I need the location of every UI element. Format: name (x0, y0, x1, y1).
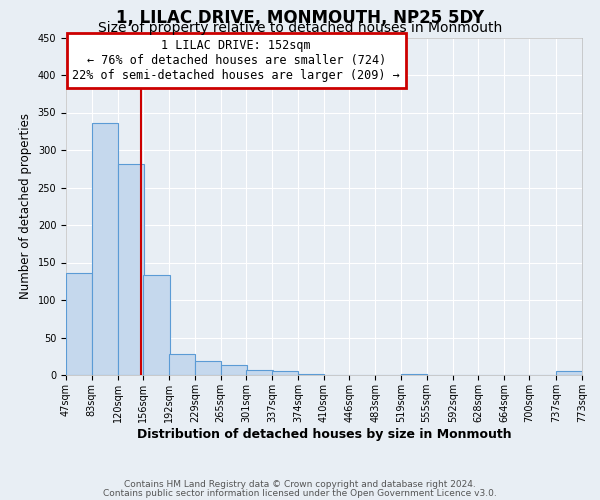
Bar (298, 374, 325, 375)
Bar (169, 354, 195, 375)
Bar (118, 164, 144, 375)
Bar (556, 371, 582, 375)
Text: Contains public sector information licensed under the Open Government Licence v3: Contains public sector information licen… (103, 488, 497, 498)
Bar (272, 371, 298, 375)
Bar (221, 365, 247, 375)
X-axis label: Distribution of detached houses by size in Monmouth: Distribution of detached houses by size … (137, 428, 511, 440)
Text: 1 LILAC DRIVE: 152sqm
← 76% of detached houses are smaller (724)
22% of semi-det: 1 LILAC DRIVE: 152sqm ← 76% of detached … (73, 39, 400, 82)
Text: Size of property relative to detached houses in Monmouth: Size of property relative to detached ho… (98, 21, 502, 35)
Bar (92, 123, 118, 375)
Text: Contains HM Land Registry data © Crown copyright and database right 2024.: Contains HM Land Registry data © Crown c… (124, 480, 476, 489)
Bar (66, 273, 92, 375)
Text: 1, LILAC DRIVE, MONMOUTH, NP25 5DY: 1, LILAC DRIVE, MONMOUTH, NP25 5DY (116, 9, 484, 27)
Bar (143, 275, 170, 375)
Bar (195, 361, 221, 375)
Bar (401, 374, 427, 375)
Bar (246, 370, 272, 375)
Y-axis label: Number of detached properties: Number of detached properties (19, 114, 32, 299)
